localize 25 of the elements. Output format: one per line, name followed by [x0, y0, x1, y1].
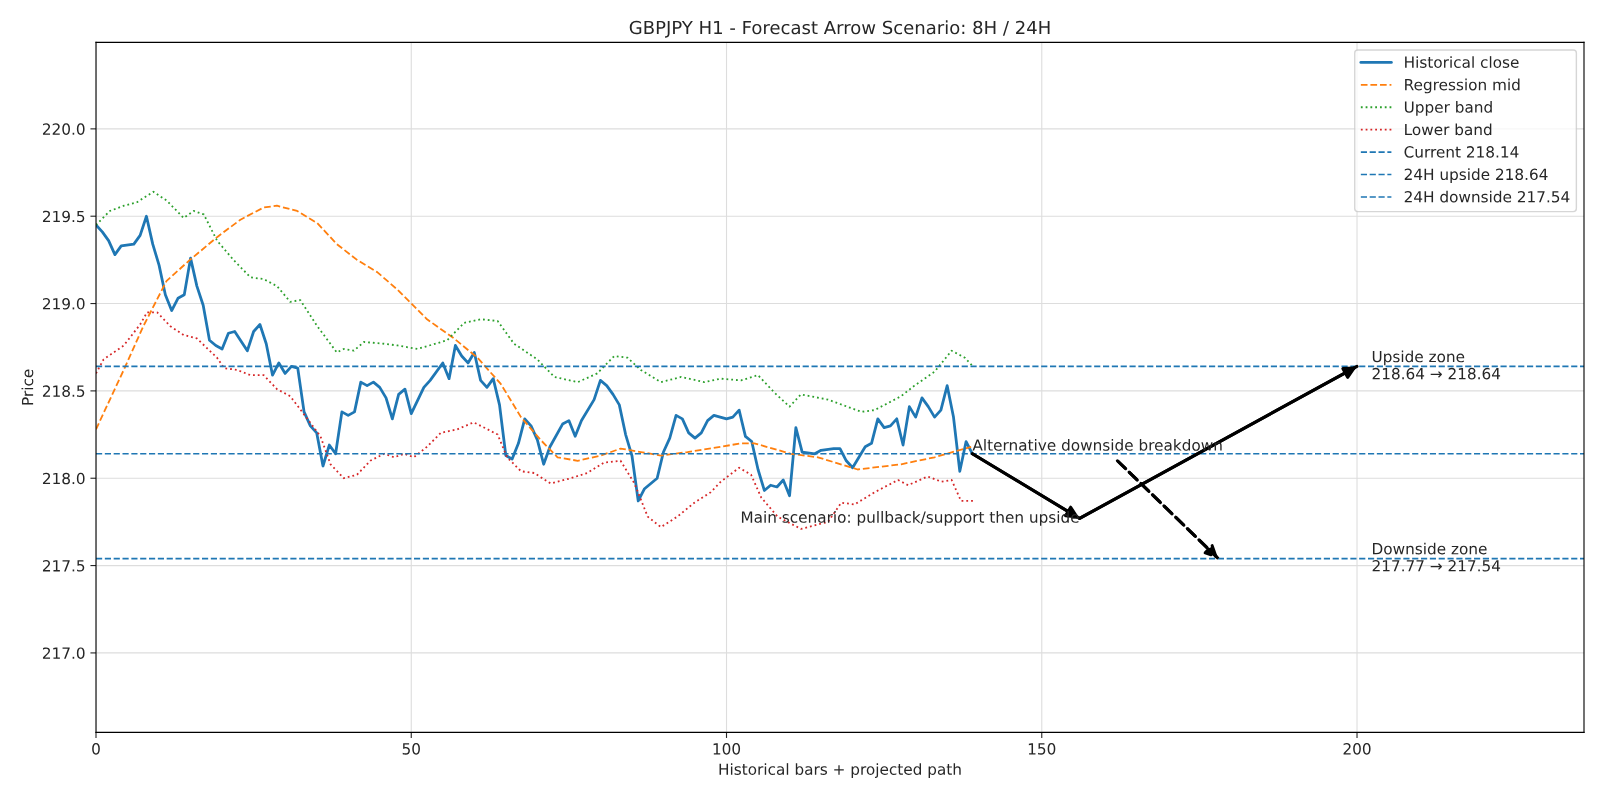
legend-label: Lower band — [1405, 123, 1492, 136]
legend-label: 24H upside 218.64 — [1404, 168, 1548, 184]
y-tick-label: 219.5 — [42, 210, 85, 223]
legend-label: Historical close — [1405, 56, 1519, 68]
y-tick-label: 218.0 — [42, 472, 85, 485]
annotation: Downside zone 217.77 → 217.54 — [1372, 542, 1501, 572]
x-tick-label: 100 — [713, 743, 741, 755]
x-tick-label: 0 — [92, 743, 100, 755]
x-tick-label: 200 — [1343, 743, 1371, 755]
y-axis-title: Price — [21, 369, 34, 405]
legend-label: Current 218.14 — [1404, 146, 1519, 158]
y-tick-label: 217.0 — [42, 647, 85, 659]
y-tick-label: 217.5 — [42, 560, 85, 572]
annotation: Upside zone 218.64 → 218.64 — [1372, 350, 1501, 380]
x-tick-label: 150 — [1028, 743, 1056, 755]
x-axis-title: Historical bars + projected path — [719, 763, 961, 778]
x-tick-label: 50 — [402, 743, 420, 755]
y-tick-label: 219.0 — [42, 298, 85, 310]
line-series — [96, 190, 974, 413]
chart-title: GBPJPY H1 - Forecast Arrow Scenario: 8H / 24H — [629, 20, 1050, 38]
legend-label: Regression mid — [1405, 78, 1520, 94]
y-tick-label: 218.5 — [42, 385, 85, 397]
y-tick-label: 220.0 — [42, 123, 85, 135]
legend-label: Upper band — [1404, 101, 1492, 116]
legend-label: 24H downside 217.54 — [1404, 190, 1570, 203]
